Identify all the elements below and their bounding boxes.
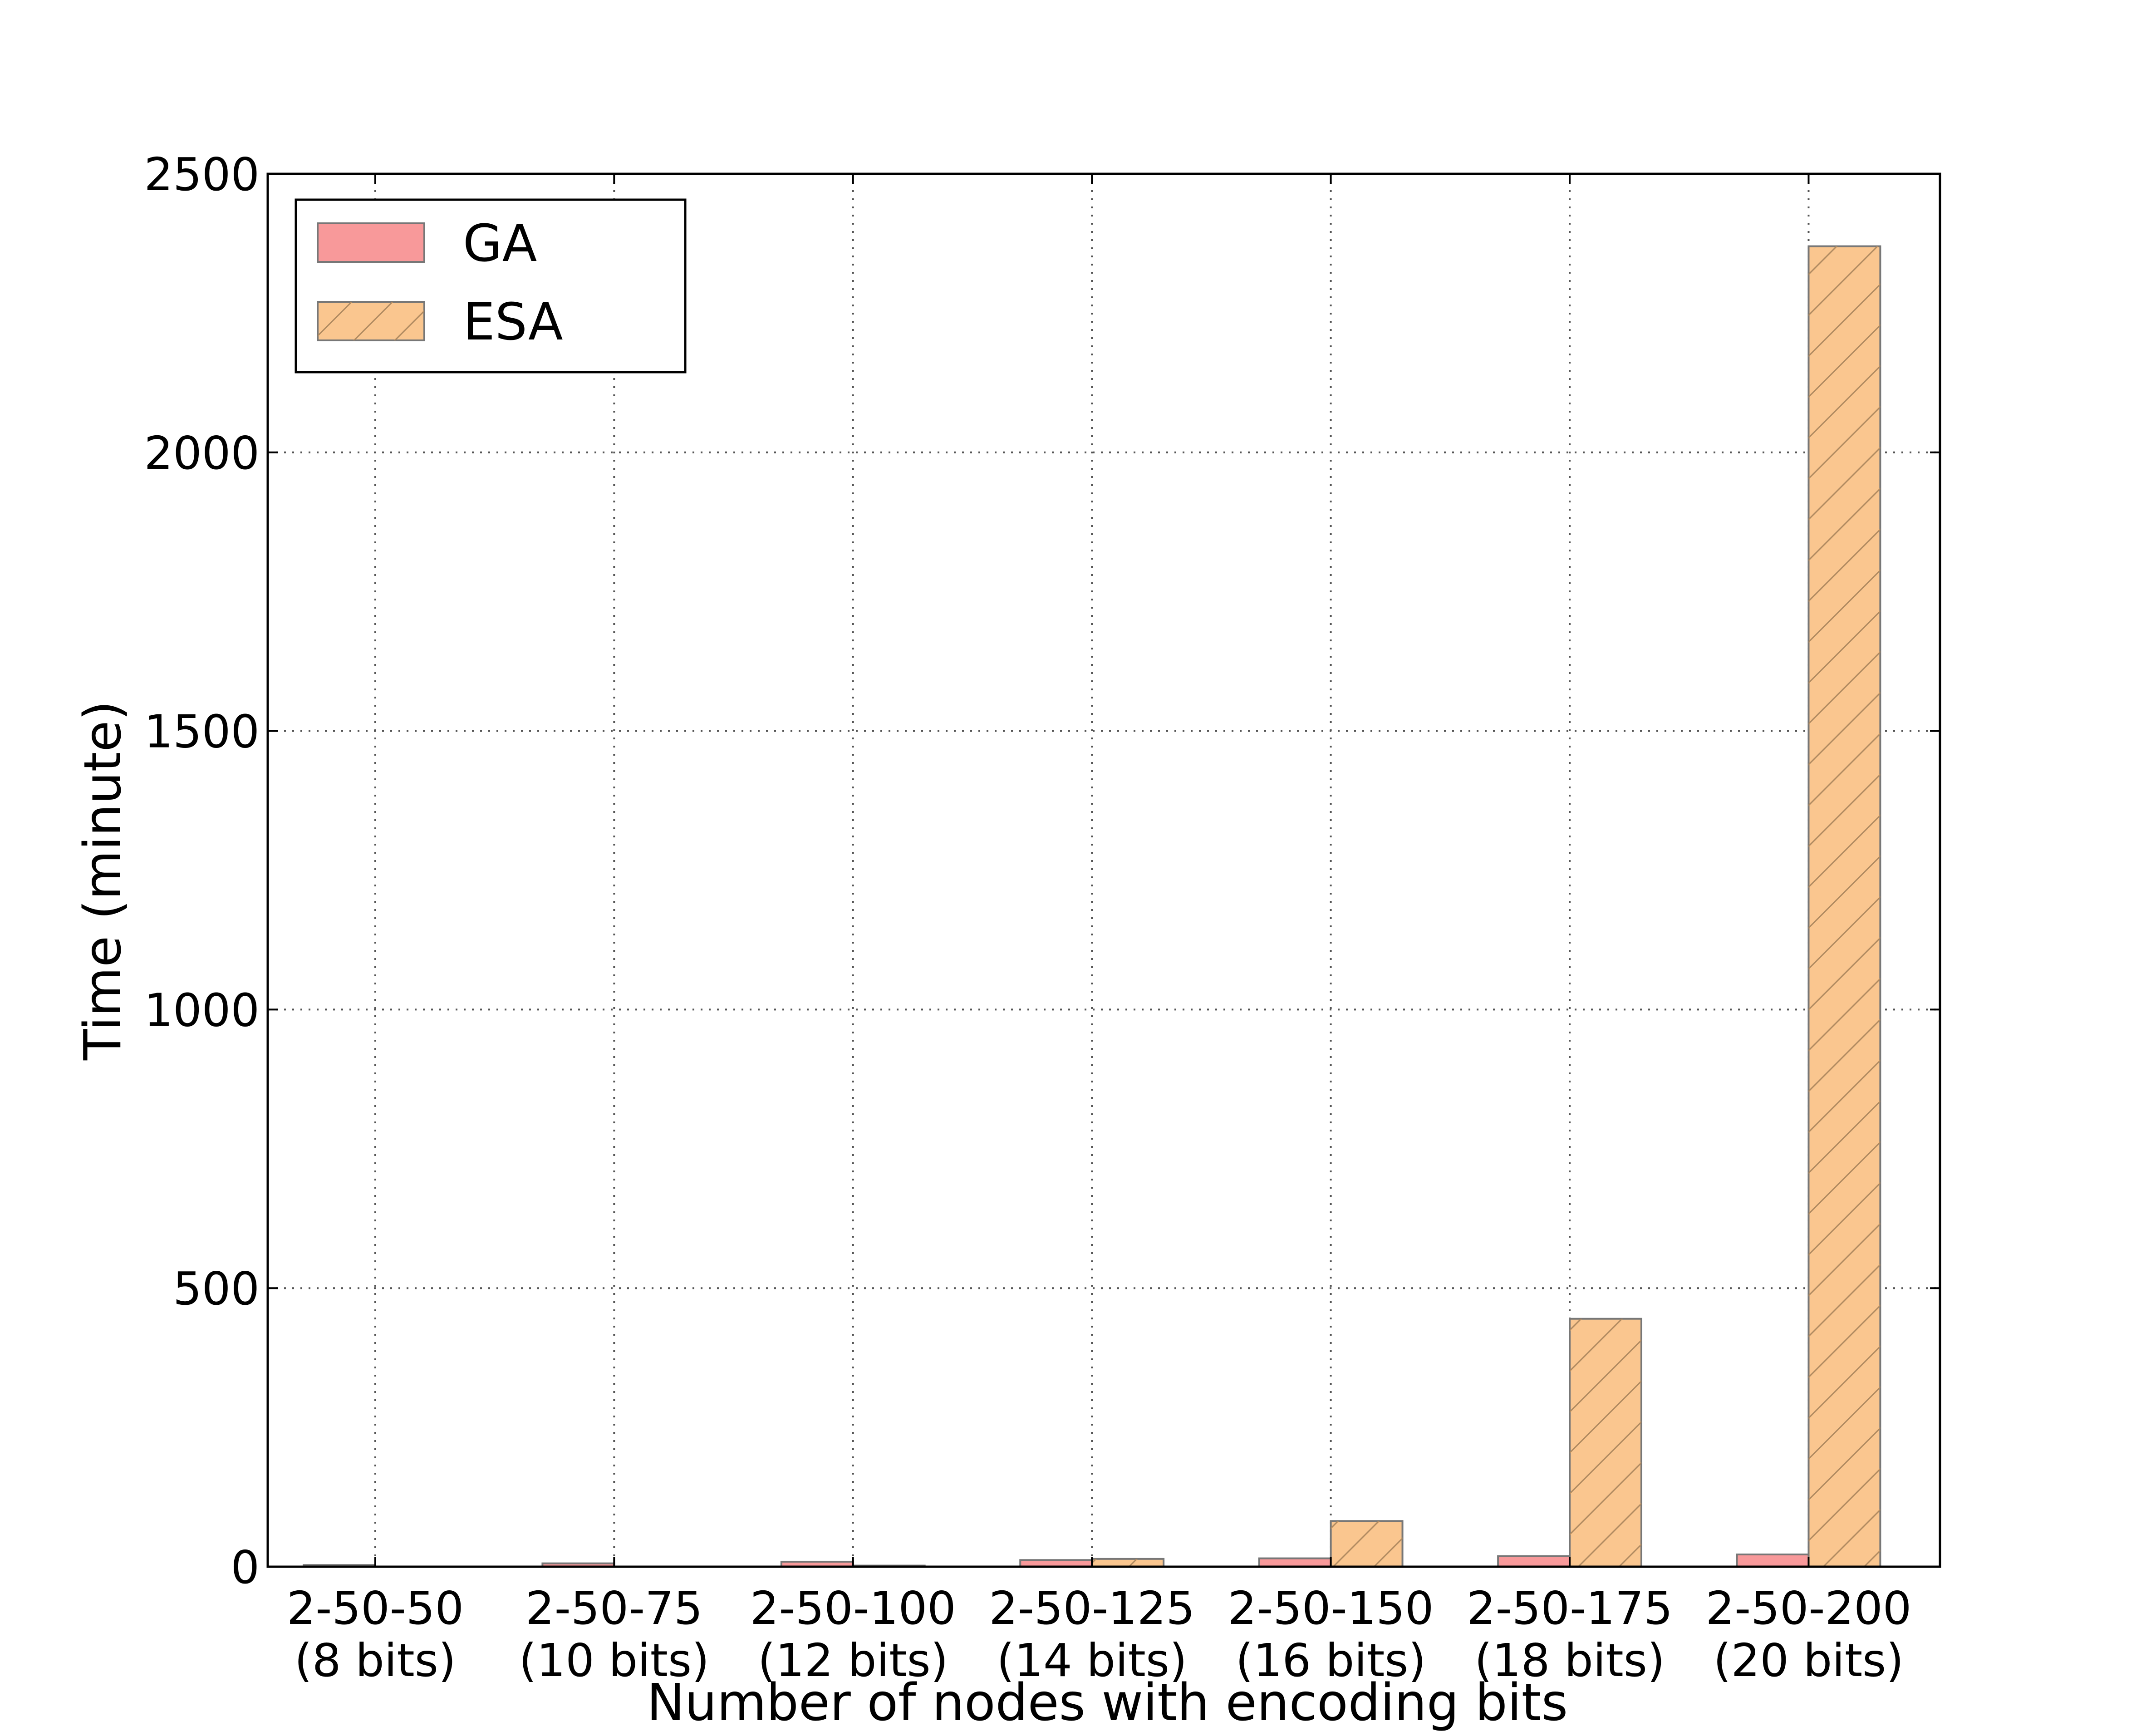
x-axis-label: Number of nodes with encoding bits [647, 1673, 1568, 1732]
bars [302, 245, 1881, 1568]
x-tick-label: (20 bits) [1714, 1634, 1904, 1687]
y-tick-label: 2000 [144, 427, 260, 480]
bar-ga [1497, 1555, 1571, 1568]
legend-label-esa: ESA [463, 293, 563, 352]
x-tick-labels: 2-50-50(8 bits)2-50-75(10 bits)2-50-100(… [287, 1582, 1912, 1687]
axis-ticks [268, 173, 1940, 1568]
bar-esa-hatch [1570, 1318, 1641, 1567]
y-tick-label: 0 [231, 1541, 260, 1594]
y-tick-label: 1500 [144, 705, 260, 758]
x-tick-label: 2-50-75 [525, 1582, 702, 1635]
y-axis-label: Time (minute) [74, 701, 133, 1061]
x-tick-label: 2-50-50 [287, 1582, 464, 1635]
x-tick-label: (18 bits) [1474, 1634, 1665, 1687]
x-tick-label: (10 bits) [519, 1634, 710, 1687]
bar-ga [1736, 1553, 1810, 1568]
bar-ga [1258, 1557, 1332, 1568]
y-tick-label: 500 [173, 1262, 260, 1315]
plot-frame [266, 172, 1941, 1568]
x-tick-label: (16 bits) [1236, 1634, 1426, 1687]
x-tick-label: 2-50-150 [1228, 1582, 1434, 1635]
legend-swatch-ga [317, 222, 425, 263]
x-tick-label: 2-50-125 [989, 1582, 1195, 1635]
x-tick-label: 2-50-100 [750, 1582, 956, 1635]
legend-label-ga: GA [463, 214, 537, 273]
x-tick-label: 2-50-175 [1467, 1582, 1673, 1635]
bar-esa-hatch [1092, 1559, 1164, 1567]
legend: GA ESA [295, 198, 687, 374]
x-tick-label: 2-50-200 [1706, 1582, 1912, 1635]
x-tick-label: (8 bits) [295, 1634, 456, 1687]
bar-esa-hatch [1331, 1521, 1403, 1567]
x-tick-label: (14 bits) [997, 1634, 1187, 1687]
y-tick-label: 2500 [144, 148, 260, 201]
x-tick-label: (12 bits) [758, 1634, 948, 1687]
y-tick-labels: 0 500 1000 1500 2000 2500 [144, 148, 260, 1594]
legend-swatch-esa-hatch [318, 302, 424, 340]
bar-esa-hatch [1808, 246, 1881, 1567]
y-tick-label: 1000 [144, 984, 260, 1037]
